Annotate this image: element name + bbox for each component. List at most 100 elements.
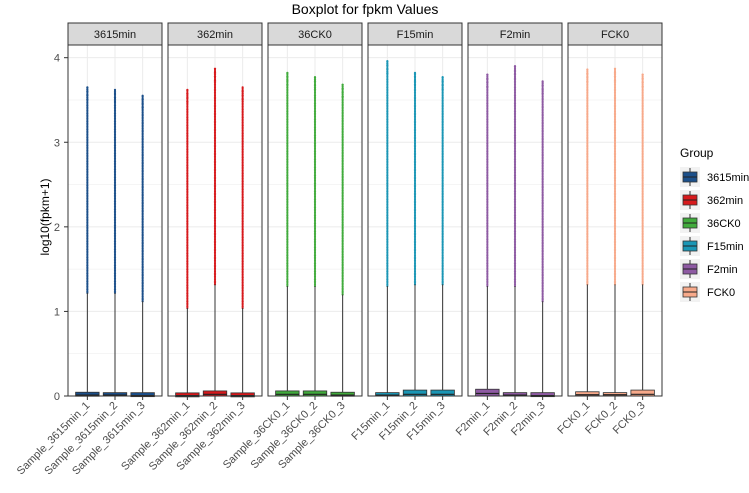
outlier-point <box>286 169 289 172</box>
outlier-point <box>641 200 644 203</box>
outlier-point <box>541 88 544 91</box>
outlier-point <box>541 200 544 204</box>
outlier-point <box>486 126 489 129</box>
outlier-point <box>586 97 589 100</box>
outlier-point <box>441 196 444 200</box>
outlier-point <box>513 241 517 244</box>
outlier-point <box>513 209 517 212</box>
outlier-point <box>586 225 589 228</box>
outlier-point <box>141 141 144 144</box>
outlier-point <box>613 132 617 136</box>
outlier-point <box>313 278 317 281</box>
outlier-point <box>613 280 617 283</box>
outlier-point <box>186 255 189 258</box>
outlier-point <box>86 118 89 122</box>
outlier-point <box>513 107 517 110</box>
outlier-point <box>541 92 544 95</box>
outlier-point <box>386 144 389 147</box>
outlier-group <box>441 76 444 286</box>
outlier-point <box>413 275 417 278</box>
outlier-point <box>313 230 317 233</box>
outlier-point <box>341 173 344 176</box>
outlier-point <box>241 170 244 174</box>
legend-entry: F2min <box>680 259 738 279</box>
outlier-point <box>241 271 244 274</box>
outlier-point <box>141 196 144 199</box>
outlier-point <box>241 257 244 260</box>
outlier-point <box>641 142 644 145</box>
outlier-point <box>541 239 544 242</box>
outlier-point <box>341 101 344 104</box>
outlier-point <box>513 201 517 204</box>
outlier-point <box>313 118 317 121</box>
outlier-point <box>541 220 544 223</box>
outlier-point <box>386 145 389 148</box>
outlier-point <box>186 169 189 172</box>
outlier-point <box>586 228 589 232</box>
outlier-point <box>541 197 544 200</box>
outlier-point <box>286 110 289 113</box>
box <box>630 389 655 397</box>
outlier-point <box>241 292 244 295</box>
outlier-point <box>486 283 489 286</box>
outlier-point <box>386 270 389 273</box>
outlier-point <box>541 148 544 151</box>
outlier-point <box>313 136 317 139</box>
outlier-point <box>141 212 144 215</box>
outlier-point <box>213 259 217 262</box>
outlier-point <box>413 116 417 120</box>
outlier-point <box>586 76 589 79</box>
outlier-point <box>113 218 117 221</box>
outlier-point <box>113 240 117 243</box>
outlier-point <box>141 138 144 141</box>
outlier-point <box>86 181 89 184</box>
outlier-point <box>386 196 389 200</box>
outlier-point <box>541 231 544 234</box>
outlier-point <box>113 202 117 205</box>
outlier-point <box>413 140 417 144</box>
outlier-point <box>241 183 244 186</box>
outlier-point <box>341 207 344 210</box>
outlier-point <box>286 246 289 249</box>
outlier-point <box>113 141 117 144</box>
outlier-point <box>441 179 444 182</box>
outlier-point <box>613 244 617 248</box>
outlier-point <box>286 260 289 264</box>
outlier-point <box>213 256 217 259</box>
outlier-point <box>513 150 517 153</box>
panel-border <box>467 44 563 397</box>
outlier-point <box>613 272 617 275</box>
outlier-point <box>286 142 289 145</box>
outlier-point <box>313 100 317 104</box>
outlier-point <box>441 164 444 168</box>
outlier-point <box>486 94 489 97</box>
outlier-point <box>486 232 489 235</box>
outlier-point <box>141 295 144 298</box>
outlier-point <box>341 98 344 101</box>
y-tick-label: 2 <box>54 222 60 234</box>
outlier-point <box>313 257 317 260</box>
outlier-point <box>141 264 144 268</box>
outlier-point <box>313 164 317 168</box>
outlier-point <box>513 228 517 232</box>
outlier-point <box>441 134 444 137</box>
outlier-point <box>241 153 244 156</box>
outlier-point <box>213 148 217 152</box>
outlier-point <box>86 173 89 176</box>
outlier-point <box>213 252 217 256</box>
outlier-point <box>413 99 417 102</box>
outlier-point <box>586 244 589 248</box>
outlier-point <box>513 227 517 230</box>
outlier-point <box>341 168 344 171</box>
outlier-point <box>513 257 517 260</box>
outlier-point <box>586 222 589 225</box>
outlier-point <box>586 150 589 153</box>
outlier-point <box>113 104 117 107</box>
outlier-point <box>213 214 217 217</box>
outlier-point <box>486 136 489 139</box>
outlier-point <box>341 275 344 279</box>
outlier-point <box>141 276 144 279</box>
outlier-point <box>386 81 389 84</box>
outlier-point <box>286 278 289 281</box>
outlier-point <box>241 241 244 244</box>
